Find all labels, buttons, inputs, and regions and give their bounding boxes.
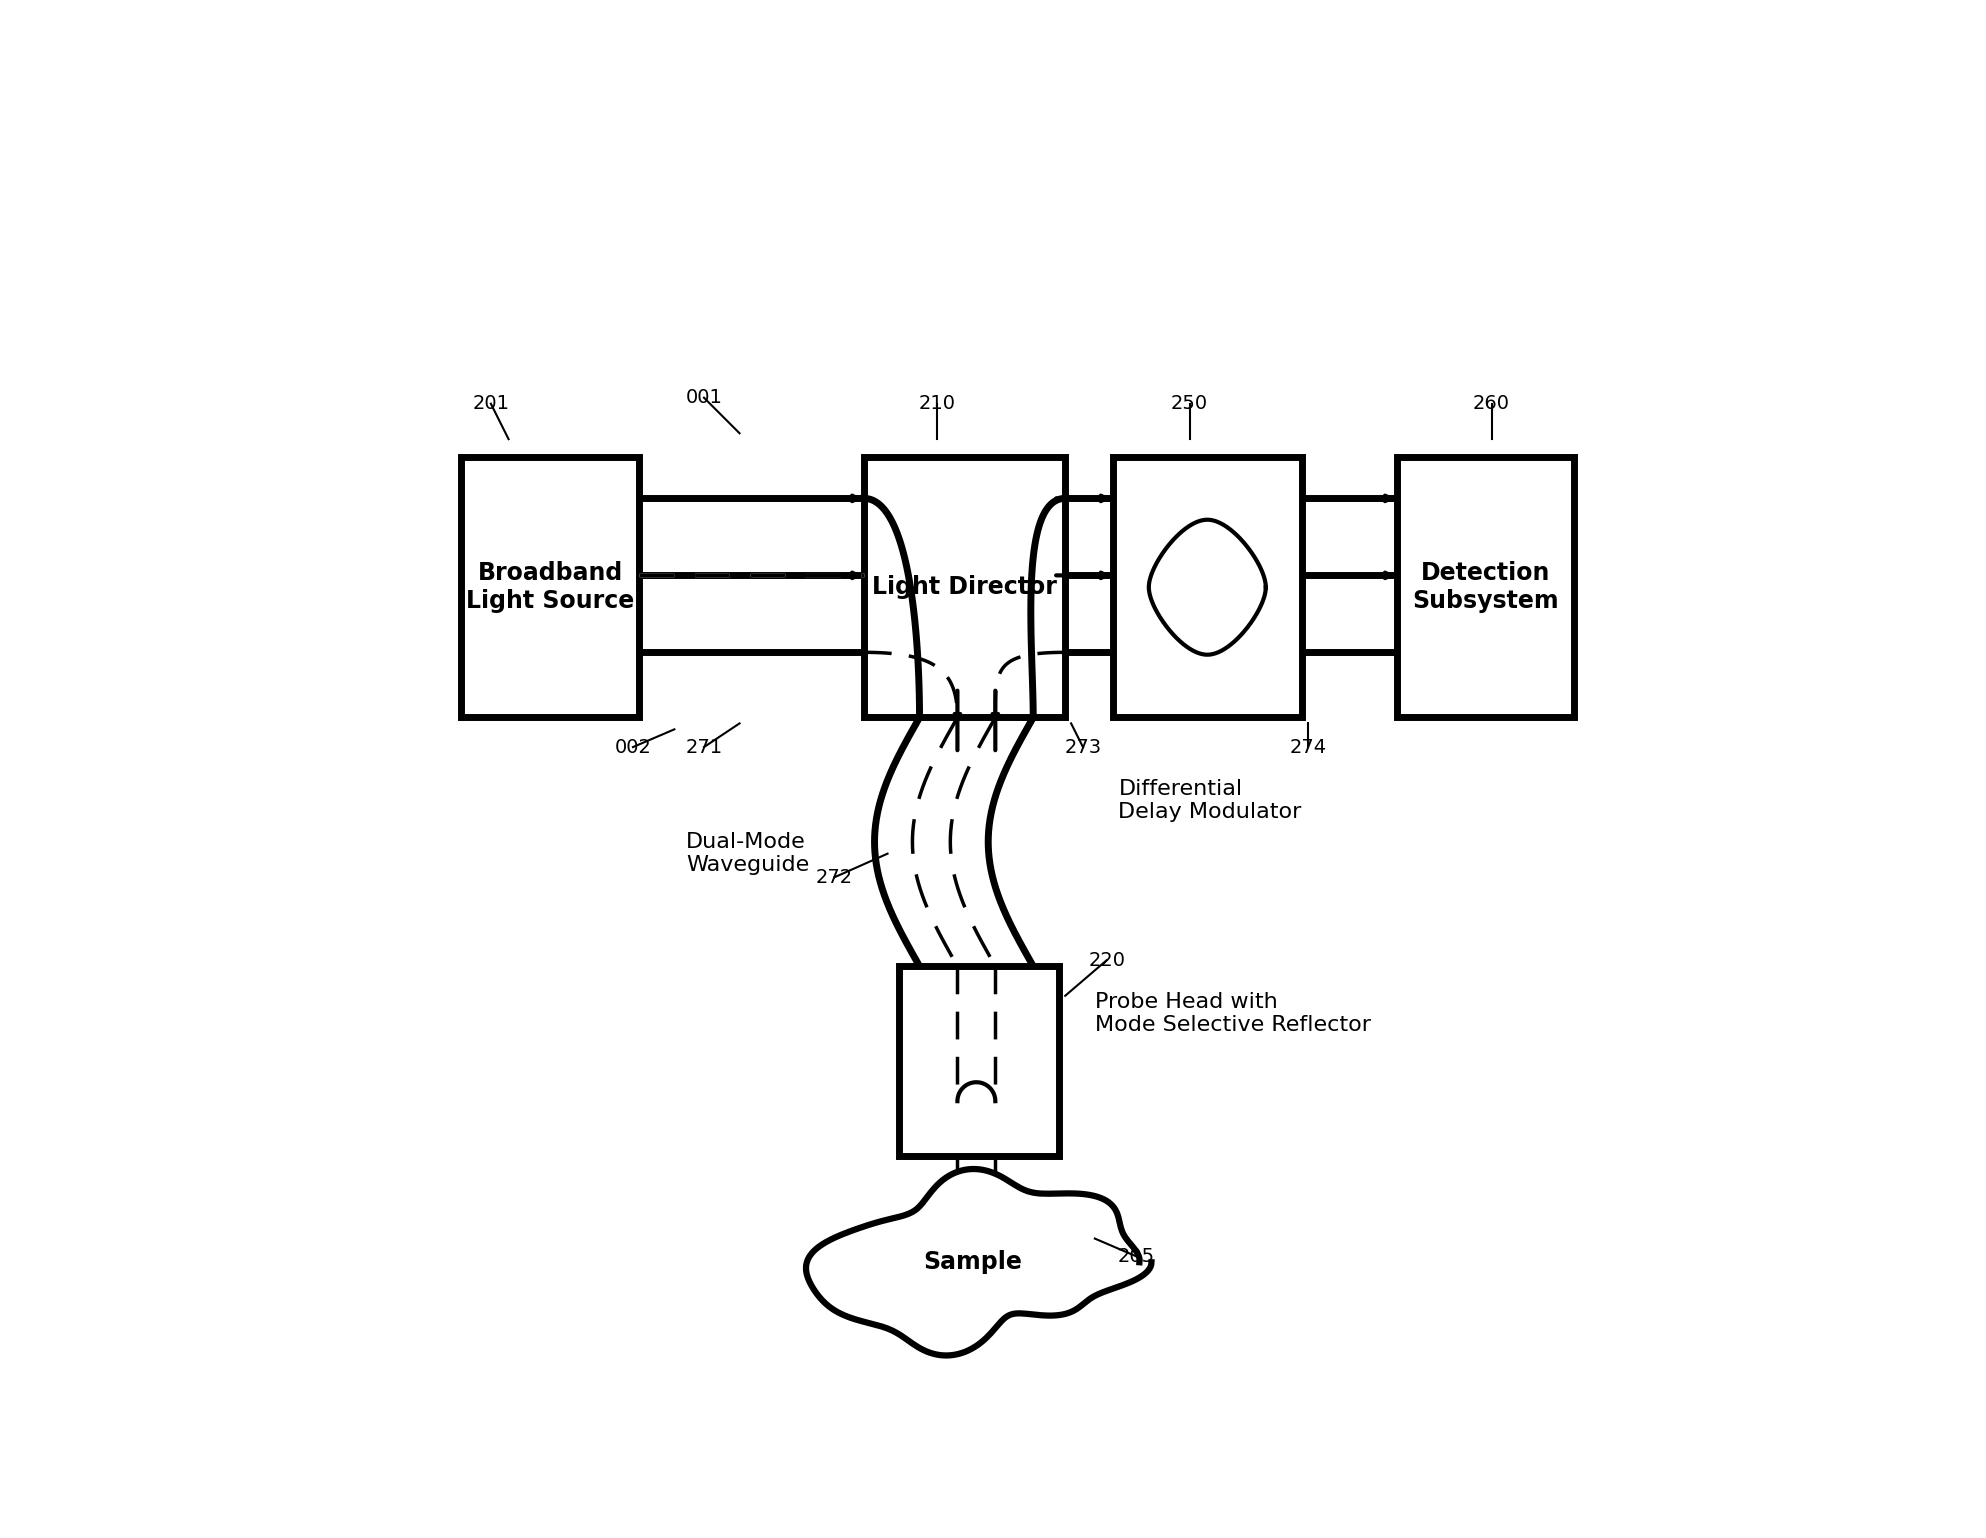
Text: Differential
Delay Modulator: Differential Delay Modulator (1118, 778, 1303, 821)
Text: 274: 274 (1289, 738, 1327, 757)
Text: Light Director: Light Director (872, 575, 1057, 600)
Bar (1112, 457, 1303, 717)
Bar (1396, 457, 1575, 717)
Text: 220: 220 (1088, 950, 1126, 970)
Text: 210: 210 (920, 394, 955, 414)
Text: 205: 205 (1118, 1247, 1154, 1266)
Text: Sample: Sample (923, 1250, 1023, 1275)
Text: 201: 201 (473, 394, 508, 414)
Bar (461, 457, 639, 717)
Text: 250: 250 (1172, 394, 1207, 414)
Text: 271: 271 (685, 738, 723, 757)
Text: 273: 273 (1064, 738, 1102, 757)
Text: 272: 272 (816, 867, 852, 887)
Text: Broadband
Light Source: Broadband Light Source (467, 561, 634, 614)
Text: 002: 002 (614, 738, 651, 757)
Text: 260: 260 (1474, 394, 1509, 414)
Text: Detection
Subsystem: Detection Subsystem (1412, 561, 1559, 614)
Text: Dual-Mode
Waveguide: Dual-Mode Waveguide (687, 832, 810, 875)
Polygon shape (806, 1169, 1152, 1355)
Text: 001: 001 (685, 388, 723, 408)
Bar (864, 457, 1064, 717)
Text: Probe Head with
Mode Selective Reflector: Probe Head with Mode Selective Reflector (1094, 992, 1370, 1035)
Bar (900, 966, 1059, 1155)
